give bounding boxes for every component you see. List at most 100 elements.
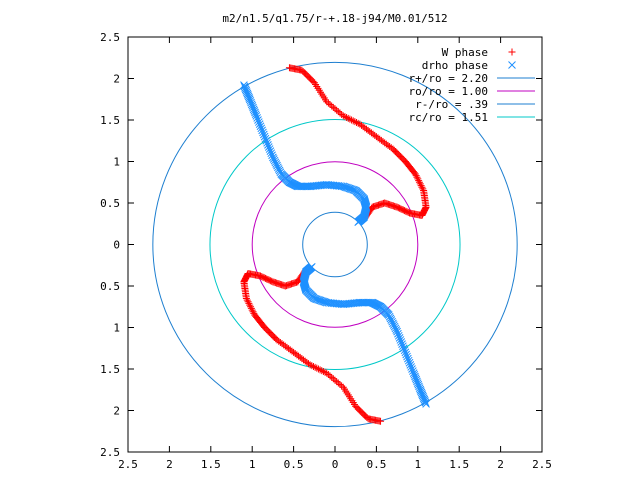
x-tick-label: 1.5 (449, 458, 469, 471)
data-point (414, 175, 422, 183)
data-point (243, 296, 251, 304)
y-tick-label: 0.5 (100, 197, 120, 210)
data-point (318, 367, 326, 375)
data-point (394, 329, 402, 338)
data-point (403, 352, 411, 361)
legend-label: r-/ro = .39 (415, 98, 488, 111)
data-point (246, 301, 254, 309)
data-point (258, 126, 266, 135)
data-point (344, 114, 352, 122)
data-point (404, 354, 412, 363)
data-point (410, 169, 418, 177)
x-tick-label: 0.5 (284, 458, 304, 471)
data-point (253, 114, 262, 122)
data-point (259, 130, 268, 139)
y-tick-label: 1 (113, 156, 120, 169)
data-point (407, 363, 416, 371)
data-point (341, 113, 349, 121)
y-tick-label: 1.5 (100, 114, 120, 127)
data-point (348, 116, 356, 124)
data-point (248, 306, 256, 314)
x-tick-label: 1 (249, 458, 256, 471)
data-points (240, 64, 430, 425)
data-point (259, 128, 267, 137)
data-point (255, 120, 264, 129)
x-tick-label: 2 (497, 458, 504, 471)
legend-marker (508, 61, 516, 69)
x-tick-label: 1.5 (201, 458, 221, 471)
y-tick-label: 0.5 (100, 280, 120, 293)
data-point (354, 218, 363, 226)
reference-circles (152, 61, 518, 428)
data-point (413, 173, 421, 181)
data-point (419, 185, 427, 193)
data-point (412, 172, 420, 180)
data-point (307, 263, 316, 271)
y-tick-label: 1 (113, 322, 120, 335)
data-point (264, 143, 273, 151)
x-tick-label: 0.5 (366, 458, 386, 471)
data-point (351, 118, 359, 126)
data-point (402, 350, 411, 359)
data-point (346, 115, 354, 123)
data-point (408, 365, 416, 373)
data-point (397, 338, 406, 346)
legend-label: drho phase (422, 59, 488, 72)
data-point (309, 363, 317, 371)
data-point (247, 304, 255, 312)
data-point (245, 299, 253, 307)
data-point (252, 312, 260, 320)
data-point (252, 111, 261, 120)
data-point (417, 182, 425, 190)
circle-series (251, 161, 419, 328)
legend-label: ro/ro = 1.00 (409, 85, 488, 98)
data-point (395, 334, 404, 342)
data-point (343, 114, 351, 122)
data-point (313, 364, 321, 372)
data-point (405, 358, 414, 367)
y-tick-label: 1.5 (100, 363, 120, 376)
data-point (404, 356, 413, 365)
chart-title: m2/n1.5/q1.75/r-+.18-j94/M0.01/512 (222, 12, 447, 25)
data-point (349, 117, 357, 125)
data-point (418, 183, 426, 191)
x-tick-label: 2.5 (118, 458, 138, 471)
data-point (399, 342, 407, 351)
data-point (257, 124, 266, 133)
data-point (262, 136, 271, 145)
data-point (400, 346, 409, 355)
x-tick-label: 1 (414, 458, 421, 471)
y-tick-label: 0 (113, 239, 120, 252)
data-point (251, 311, 259, 319)
y-axis: 2.5 2 1.5 1 0.5 0 0.5 1 1.5 2 2.5 (100, 31, 542, 459)
y-tick-label: 2 (113, 405, 120, 418)
data-point (319, 367, 327, 375)
data-point (267, 149, 276, 158)
data-point (264, 141, 272, 149)
legend-marker (508, 48, 516, 56)
data-point (314, 365, 322, 373)
data-point (250, 309, 258, 317)
data-point (399, 344, 408, 353)
data-point (265, 145, 274, 153)
y-tick-label: 2 (113, 73, 120, 86)
circle-series (152, 61, 518, 428)
data-point (261, 134, 270, 143)
data-point (415, 177, 423, 185)
data-point (321, 368, 329, 376)
x-tick-label: 0 (332, 458, 339, 471)
circle-series (209, 118, 461, 371)
data-point (266, 147, 275, 155)
x-tick-label: 2 (166, 458, 173, 471)
data-point (406, 360, 415, 369)
data-point (408, 367, 417, 375)
x-axis: 2.5 2 1.5 1 0.5 0 0.5 1 1.5 2 2.5 (118, 37, 552, 471)
data-point (396, 336, 405, 344)
data-point (323, 369, 331, 377)
data-point (249, 308, 257, 316)
data-point (416, 180, 424, 188)
data-point (401, 348, 410, 357)
data-point (398, 340, 406, 348)
